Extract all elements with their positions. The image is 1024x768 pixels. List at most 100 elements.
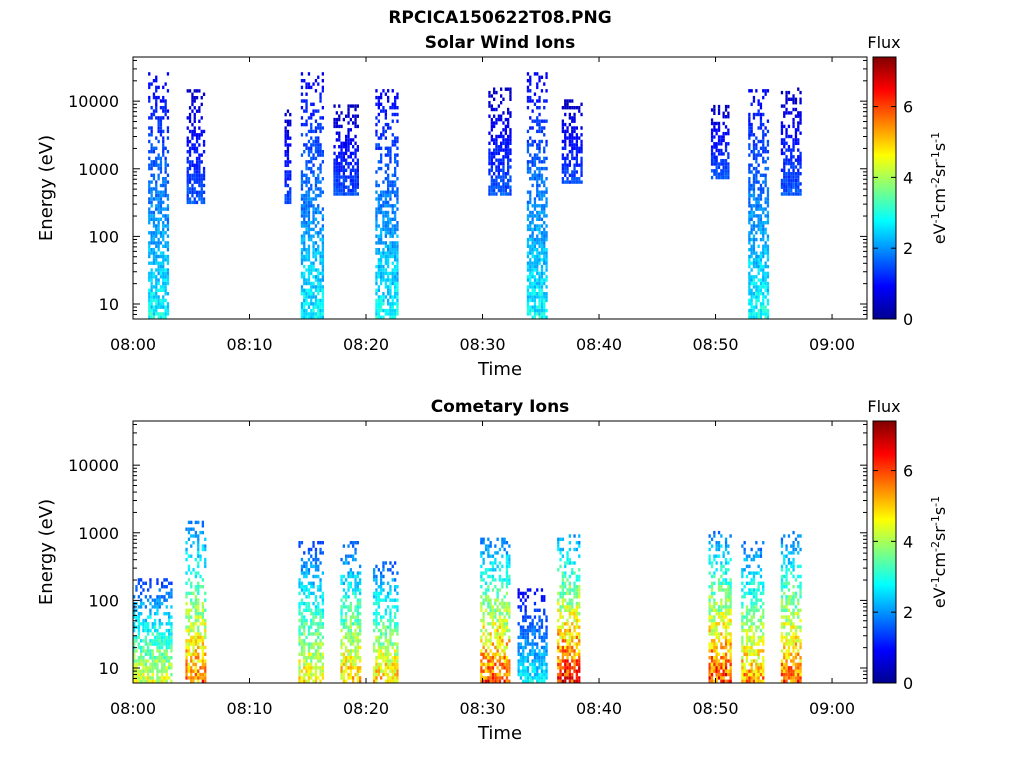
heatmap-cell xyxy=(540,672,544,677)
heatmap-cell xyxy=(317,126,320,130)
heatmap-cell xyxy=(151,639,154,643)
heatmap-cell xyxy=(201,642,204,646)
heatmap-cell xyxy=(150,308,153,313)
heatmap-cell xyxy=(298,635,301,640)
heatmap-cell xyxy=(137,578,140,582)
heatmap-cell xyxy=(564,102,567,106)
heatmap-cell xyxy=(377,302,380,306)
heatmap-cell xyxy=(137,679,140,683)
heatmap-cell xyxy=(333,182,336,186)
heatmap-cell xyxy=(564,133,567,137)
heatmap-cell xyxy=(536,190,539,194)
heatmap-cell xyxy=(303,642,306,646)
heatmap-cell xyxy=(305,585,308,589)
heatmap-cell xyxy=(352,642,355,646)
heatmap-cell xyxy=(194,642,197,646)
heatmap-cell xyxy=(144,642,147,646)
heatmap-cell xyxy=(202,143,206,147)
heatmap-cell xyxy=(573,106,576,110)
heatmap-cell xyxy=(377,315,380,319)
heatmap-cell xyxy=(201,679,204,683)
heatmap-cell xyxy=(766,258,770,262)
heatmap-cell xyxy=(284,160,287,164)
heatmap-cell xyxy=(342,656,345,660)
heatmap-cell xyxy=(561,574,564,579)
heatmap-cell xyxy=(394,248,397,252)
heatmap-cell xyxy=(142,588,145,592)
heatmap-cell xyxy=(314,146,318,150)
heatmap-cell xyxy=(310,234,313,238)
heatmap-cell xyxy=(752,187,756,191)
heatmap-cell xyxy=(345,151,348,156)
heatmap-cell xyxy=(375,116,378,120)
heatmap-cell xyxy=(561,588,564,592)
heatmap-cell xyxy=(759,190,763,194)
heatmap-cell xyxy=(391,305,394,309)
heatmap-cell xyxy=(545,190,548,194)
heatmap-cell xyxy=(300,601,304,606)
heatmap-cell xyxy=(490,124,493,129)
heatmap-cell xyxy=(319,656,322,660)
heatmap-cell xyxy=(347,652,350,656)
heatmap-cell xyxy=(384,639,387,643)
heatmap-cell xyxy=(342,175,345,179)
heatmap-cell xyxy=(722,111,725,115)
heatmap-cell xyxy=(149,656,152,660)
heatmap-cell xyxy=(142,639,145,643)
heatmap-cell xyxy=(387,89,390,93)
heatmap-cell xyxy=(557,537,560,541)
heatmap-cell xyxy=(201,578,204,582)
heatmap-cell xyxy=(750,244,753,248)
heatmap-cell xyxy=(564,99,567,103)
heatmap-cell xyxy=(377,200,380,205)
heatmap-cell xyxy=(531,143,534,147)
heatmap-cell xyxy=(190,635,193,640)
heatmap-cell xyxy=(298,659,301,663)
heatmap-cell xyxy=(764,133,767,137)
heatmap-cell xyxy=(164,187,167,191)
heatmap-cell xyxy=(497,168,500,172)
heatmap-cell xyxy=(373,568,376,572)
heatmap-cell xyxy=(396,224,399,228)
heatmap-cell xyxy=(389,193,392,198)
heatmap-cell xyxy=(533,315,537,319)
heatmap-cell xyxy=(540,119,544,123)
heatmap-cell xyxy=(190,585,193,589)
heatmap-cell xyxy=(319,92,322,96)
heatmap-cell xyxy=(543,656,546,660)
heatmap-cell xyxy=(317,632,320,636)
heatmap-cell xyxy=(785,111,788,115)
heatmap-cell xyxy=(494,612,497,616)
heatmap-cell xyxy=(312,302,315,306)
heatmap-cell xyxy=(531,156,534,161)
heatmap-cell xyxy=(531,99,534,103)
heatmap-cell xyxy=(496,652,499,656)
heatmap-cell xyxy=(140,652,143,656)
heatmap-cell xyxy=(356,178,359,183)
heatmap-cell xyxy=(349,138,352,142)
heatmap-cell xyxy=(564,676,567,680)
heatmap-cell xyxy=(377,106,380,110)
heatmap-cell xyxy=(317,166,320,171)
heatmap-cell xyxy=(342,605,345,609)
heatmap-cell xyxy=(347,138,350,142)
heatmap-cell xyxy=(724,169,728,173)
heatmap-cell xyxy=(543,214,546,218)
heatmap-cell xyxy=(759,227,763,232)
heatmap-cell xyxy=(387,231,390,235)
heatmap-cell xyxy=(727,155,730,159)
heatmap-cell xyxy=(713,159,716,163)
heatmap-cell xyxy=(347,155,350,159)
heatmap-cell xyxy=(529,99,532,103)
heatmap-cell xyxy=(300,241,304,245)
heatmap-cell xyxy=(568,163,571,167)
heatmap-cell xyxy=(787,178,791,183)
heatmap-cell xyxy=(314,285,318,289)
heatmap-cell xyxy=(338,151,341,156)
heatmap-cell xyxy=(190,554,193,558)
heatmap-cell xyxy=(148,126,151,130)
heatmap-cell xyxy=(151,632,154,636)
heatmap-cell xyxy=(149,639,152,643)
heatmap-cell xyxy=(396,591,399,596)
heatmap-cell xyxy=(314,302,318,306)
